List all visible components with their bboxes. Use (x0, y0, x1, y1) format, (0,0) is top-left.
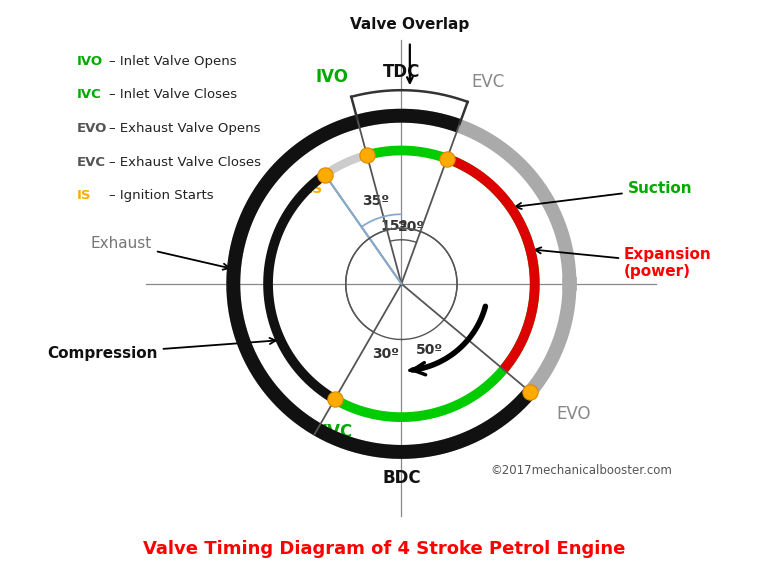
Text: IS: IS (308, 182, 323, 196)
Text: IVO: IVO (316, 67, 348, 86)
Text: – Ignition Starts: – Ignition Starts (109, 189, 214, 202)
Text: EVC: EVC (77, 155, 106, 168)
Text: 50º: 50º (416, 343, 443, 357)
Text: EVC: EVC (472, 73, 505, 91)
Text: EVO: EVO (557, 405, 591, 423)
Text: Compression: Compression (48, 338, 276, 361)
Text: – Exhaust Valve Opens: – Exhaust Valve Opens (109, 122, 260, 135)
Text: TDC: TDC (382, 63, 420, 81)
Text: IVO: IVO (77, 54, 103, 67)
Text: 20º: 20º (398, 220, 425, 234)
Text: IVC: IVC (77, 88, 101, 101)
Text: Exhaust: Exhaust (91, 236, 229, 270)
Text: 15º: 15º (380, 219, 408, 234)
Text: IS: IS (77, 189, 91, 202)
Text: Valve Timing Diagram of 4 Stroke Petrol Engine: Valve Timing Diagram of 4 Stroke Petrol … (143, 540, 625, 558)
Text: 30º: 30º (372, 347, 399, 361)
Text: BDC: BDC (382, 469, 421, 487)
Text: 35º: 35º (362, 194, 389, 208)
Text: Expansion
(power): Expansion (power) (535, 247, 712, 279)
Text: IVC: IVC (322, 423, 353, 441)
Text: – Inlet Valve Closes: – Inlet Valve Closes (109, 88, 237, 101)
Text: – Exhaust Valve Closes: – Exhaust Valve Closes (109, 155, 261, 168)
Text: ©2017mechanicalbooster.com: ©2017mechanicalbooster.com (490, 464, 672, 476)
Text: EVO: EVO (77, 122, 107, 135)
Text: – Inlet Valve Opens: – Inlet Valve Opens (109, 54, 237, 67)
Text: Valve Overlap: Valve Overlap (350, 18, 469, 32)
Text: Suction: Suction (515, 181, 692, 209)
